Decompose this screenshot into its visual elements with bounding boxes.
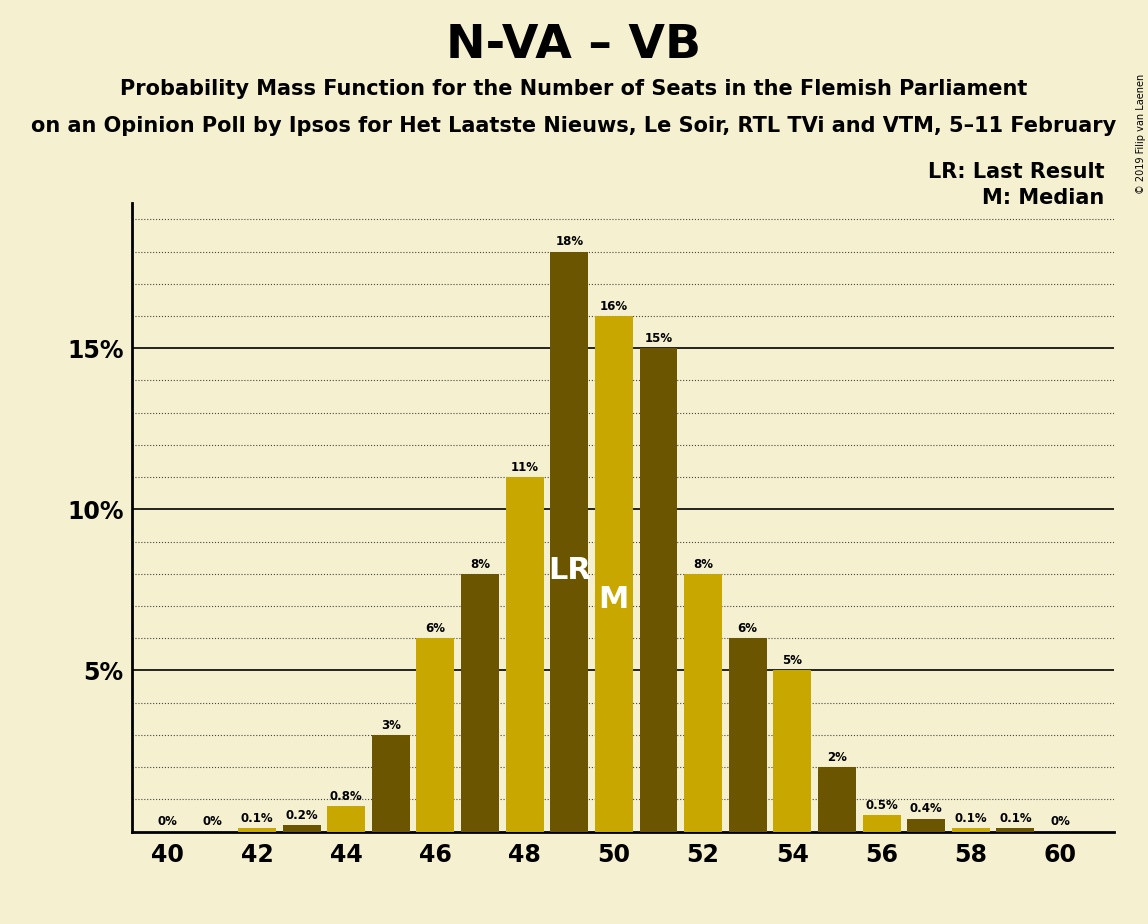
- Text: 16%: 16%: [599, 299, 628, 313]
- Bar: [372, 735, 410, 832]
- Text: 6%: 6%: [426, 622, 445, 635]
- Text: 0.5%: 0.5%: [866, 799, 898, 812]
- Text: LR: LR: [548, 556, 591, 585]
- Bar: [282, 825, 320, 832]
- Text: 18%: 18%: [556, 236, 583, 249]
- Text: 0%: 0%: [157, 815, 178, 829]
- Bar: [327, 806, 365, 832]
- Text: © 2019 Filip van Laenen: © 2019 Filip van Laenen: [1135, 74, 1146, 194]
- Text: 0%: 0%: [1050, 815, 1070, 829]
- Text: 0.1%: 0.1%: [954, 812, 987, 825]
- Bar: [505, 477, 544, 832]
- Text: Probability Mass Function for the Number of Seats in the Flemish Parliament: Probability Mass Function for the Number…: [121, 79, 1027, 99]
- Bar: [417, 638, 455, 832]
- Bar: [684, 574, 722, 832]
- Text: 0.4%: 0.4%: [910, 802, 943, 816]
- Text: 8%: 8%: [470, 557, 490, 571]
- Bar: [729, 638, 767, 832]
- Text: 11%: 11%: [511, 461, 538, 474]
- Bar: [907, 819, 945, 832]
- Text: 0.1%: 0.1%: [241, 812, 273, 825]
- Text: M: M: [598, 585, 629, 614]
- Text: 15%: 15%: [644, 332, 673, 345]
- Text: 6%: 6%: [738, 622, 758, 635]
- Text: 2%: 2%: [827, 751, 847, 764]
- Bar: [952, 829, 990, 832]
- Bar: [461, 574, 499, 832]
- Bar: [639, 348, 677, 832]
- Bar: [996, 829, 1034, 832]
- Text: N-VA – VB: N-VA – VB: [447, 23, 701, 68]
- Text: 0.1%: 0.1%: [999, 812, 1032, 825]
- Text: 0.2%: 0.2%: [285, 808, 318, 822]
- Text: LR: Last Result: LR: Last Result: [928, 162, 1104, 182]
- Bar: [819, 767, 856, 832]
- Bar: [774, 671, 812, 832]
- Bar: [862, 816, 900, 832]
- Bar: [238, 829, 276, 832]
- Text: 8%: 8%: [693, 557, 713, 571]
- Bar: [550, 251, 588, 832]
- Text: 0.8%: 0.8%: [329, 790, 363, 803]
- Bar: [595, 316, 633, 832]
- Text: on an Opinion Poll by Ipsos for Het Laatste Nieuws, Le Soir, RTL TVi and VTM, 5–: on an Opinion Poll by Ipsos for Het Laat…: [31, 116, 1117, 136]
- Text: 0%: 0%: [202, 815, 223, 829]
- Text: M: Median: M: Median: [983, 188, 1104, 209]
- Text: 5%: 5%: [782, 654, 802, 667]
- Text: 3%: 3%: [381, 719, 401, 732]
